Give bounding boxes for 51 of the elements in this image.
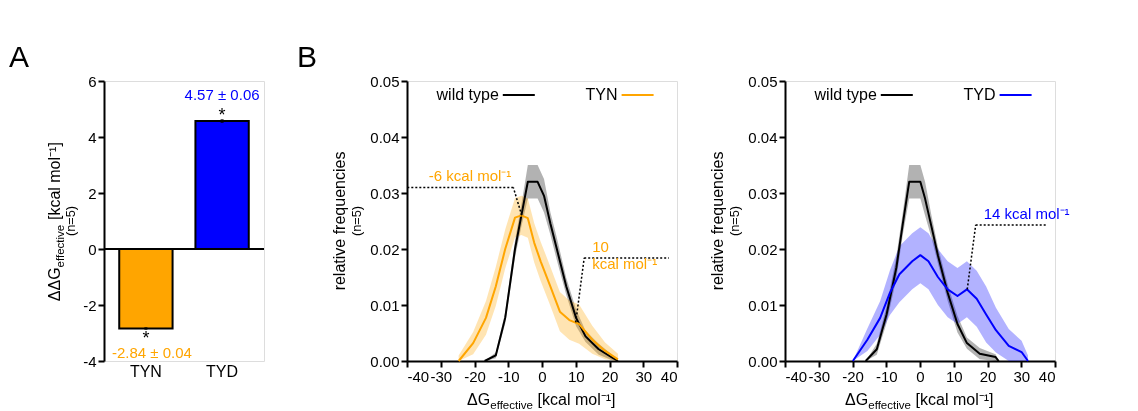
y-tick-label: 6 bbox=[88, 72, 97, 90]
y-tick-label: 0.03 bbox=[748, 184, 778, 202]
x-tick-label: -40 bbox=[785, 367, 808, 385]
y-axis-title: relative frequencies (n=5) bbox=[331, 151, 364, 291]
y-axis-title: relative frequencies (n=5) bbox=[709, 151, 742, 291]
legend-label: wild type bbox=[813, 86, 877, 103]
legend-label: TYN bbox=[585, 86, 618, 103]
x-tick-label: 40 bbox=[1038, 367, 1056, 385]
y-tick-label: 2 bbox=[88, 184, 97, 202]
x-tick-label: 10 bbox=[567, 367, 585, 385]
x-tick-label: 30 bbox=[635, 367, 653, 385]
x-tick-label: 10 bbox=[945, 367, 963, 385]
data-label: 4.57 ± 0.06 bbox=[184, 86, 260, 104]
annotation: * bbox=[218, 105, 226, 126]
x-tick-label: 40 bbox=[660, 367, 678, 385]
x-tick-label: 30 bbox=[1013, 367, 1031, 385]
y-tick-label: 0.02 bbox=[370, 240, 400, 258]
y-tick-label: 0.02 bbox=[748, 240, 778, 258]
x-tick-label: TYN bbox=[129, 362, 162, 380]
y-tick-label: 0.04 bbox=[370, 128, 400, 146]
x-tick-label: -30 bbox=[808, 367, 831, 385]
annotation: -6 kcal mol⁻¹ bbox=[428, 167, 512, 185]
x-tick-label: -40 bbox=[407, 367, 430, 385]
y-tick-label: 0 bbox=[88, 240, 97, 258]
annotation: 10 kcal mol⁻¹ bbox=[592, 237, 658, 272]
x-tick-label: TYD bbox=[206, 362, 239, 380]
x-tick-label: -10 bbox=[875, 367, 898, 385]
y-tick-label: -4 bbox=[83, 352, 97, 370]
x-tick-label: 0 bbox=[916, 367, 925, 385]
y-tick-label: 0.00 bbox=[370, 352, 400, 370]
text: B bbox=[297, 40, 318, 73]
y-tick-label: 0.01 bbox=[748, 296, 778, 314]
legend-label: wild type bbox=[435, 86, 499, 103]
y-tick-label: 0.00 bbox=[748, 352, 778, 370]
x-tick-label: -20 bbox=[842, 367, 864, 385]
x-tick-label: -30 bbox=[430, 367, 453, 385]
y-tick-label: 0.03 bbox=[370, 184, 400, 202]
x-tick-label: -20 bbox=[464, 367, 486, 385]
legend-label: TYD bbox=[963, 86, 996, 103]
text: A bbox=[9, 40, 30, 73]
x-tick-label: -10 bbox=[497, 367, 520, 385]
annotation: 14 kcal mol⁻¹ bbox=[983, 204, 1070, 222]
y-tick-label: 0.05 bbox=[748, 72, 778, 90]
y-tick-label: 0.01 bbox=[370, 296, 400, 314]
y-tick-label: 0.05 bbox=[370, 72, 400, 90]
y-tick-label: 4 bbox=[88, 128, 97, 146]
y-tick-label: 0.04 bbox=[748, 128, 778, 146]
x-tick-label: 0 bbox=[538, 367, 547, 385]
x-tick-label: 20 bbox=[601, 367, 619, 385]
y-tick-label: -2 bbox=[83, 296, 97, 314]
x-tick-label: 20 bbox=[979, 367, 997, 385]
